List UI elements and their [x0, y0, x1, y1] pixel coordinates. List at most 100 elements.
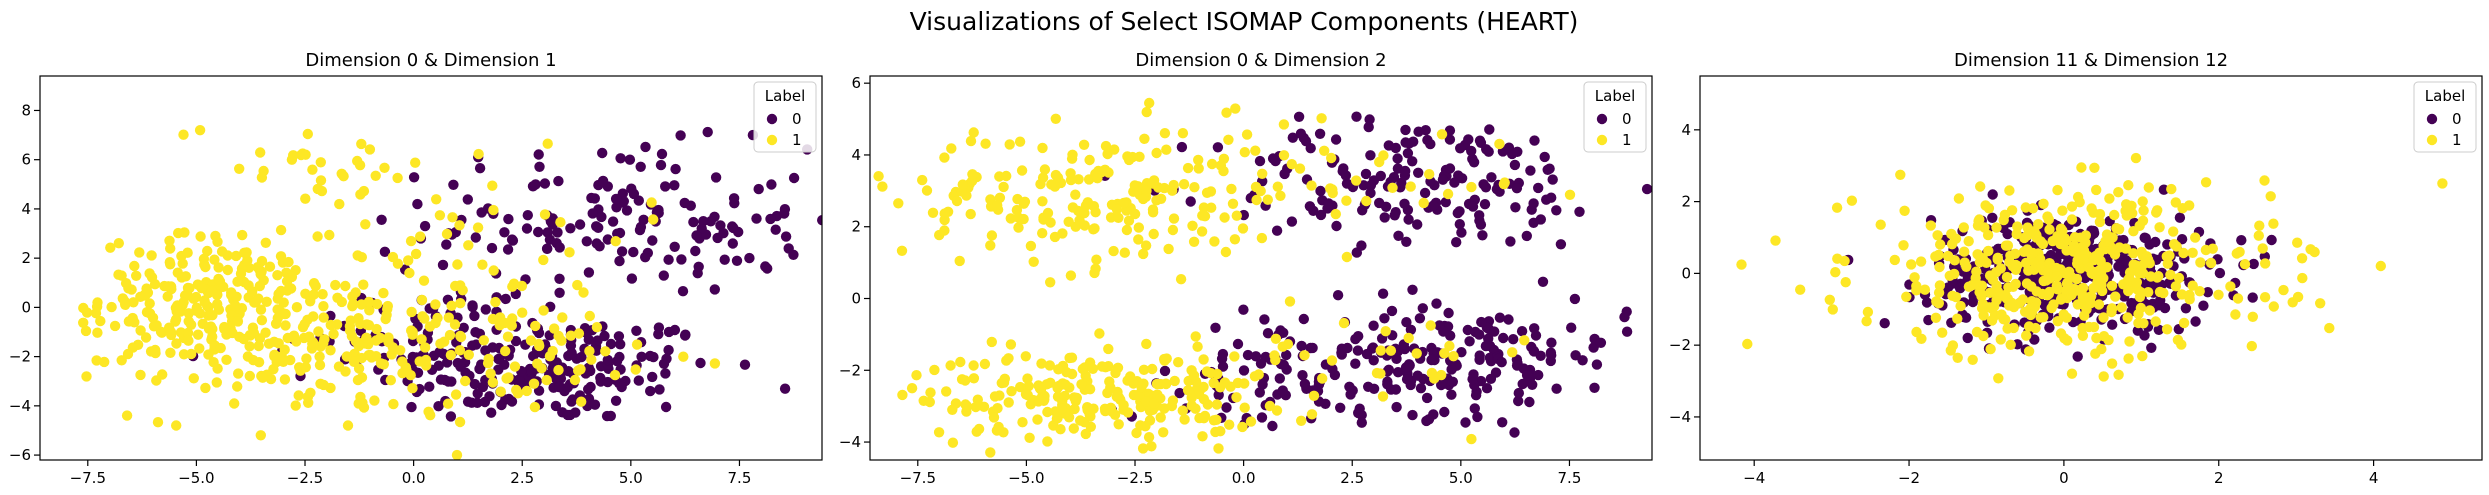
scatter-point-label-1 — [1161, 144, 1172, 155]
scatter-point-label-1 — [1091, 254, 1102, 265]
scatter-point-label-1 — [2001, 271, 2013, 283]
scatter-point-label-1 — [1147, 204, 1159, 215]
scatter-point-label-1 — [2014, 298, 2025, 309]
scatter-point-label-0 — [1377, 288, 1389, 299]
scatter-point-label-1 — [1113, 419, 1124, 430]
scatter-point-label-1 — [1308, 390, 1320, 401]
scatter-point-label-0 — [533, 226, 544, 238]
scatter-point-label-0 — [670, 163, 681, 175]
scatter-point-label-1 — [291, 336, 302, 347]
scatter-point-label-1 — [501, 373, 512, 384]
scatter-point-label-0 — [566, 347, 577, 359]
scatter-point-label-1 — [1151, 147, 1162, 159]
scatter-point-label-1 — [1192, 341, 1203, 352]
scatter-point-label-1 — [1996, 309, 2007, 320]
scatter-point-label-0 — [565, 223, 576, 234]
scatter-point-label-1 — [2375, 260, 2386, 272]
scatter-point-label-1 — [105, 242, 116, 253]
scatter-point-label-1 — [1020, 389, 1032, 400]
scatter-point-label-1 — [1229, 234, 1241, 245]
legend: Label 0 1 — [2413, 81, 2477, 153]
scatter-point-label-1 — [1264, 400, 1276, 412]
scatter-point-label-0 — [1544, 163, 1555, 174]
scatter-point-label-0 — [1527, 379, 1538, 390]
scatter-point-label-1 — [603, 59, 613, 69]
scatter-point-label-1 — [1411, 348, 1422, 359]
scatter-point-label-0 — [474, 163, 486, 174]
scatter-point-label-0 — [702, 126, 713, 138]
scatter-point-label-1 — [2044, 286, 2055, 298]
scatter-point-label-1 — [1933, 298, 1945, 309]
scatter-point-label-1 — [1187, 220, 1198, 231]
scatter-point-label-1 — [1418, 197, 1429, 209]
scatter-point-label-1 — [1237, 421, 1248, 433]
scatter-point-label-1 — [1971, 278, 1982, 289]
scatter-point-label-1 — [254, 280, 265, 292]
scatter-point-label-1 — [1066, 153, 1078, 164]
scatter-point-label-1 — [78, 317, 89, 328]
scatter-point-label-1 — [873, 171, 884, 182]
scatter-point-label-1 — [1159, 128, 1171, 139]
scatter-point-label-1 — [141, 283, 152, 294]
scatter-point-label-0 — [480, 304, 491, 315]
scatter-point-label-1 — [917, 174, 928, 186]
scatter-point-label-0 — [780, 231, 792, 242]
scatter-point-label-1 — [2071, 273, 2083, 285]
scatter-point-label-1 — [989, 391, 1001, 402]
scatter-point-label-1 — [947, 437, 959, 448]
scatter-point-label-1 — [2246, 340, 2257, 352]
scatter-point-label-1 — [404, 267, 415, 279]
scatter-point-label-0 — [1551, 383, 1562, 394]
scatter-point-label-1 — [1166, 400, 1178, 412]
scatter-point-label-0 — [581, 236, 592, 247]
scatter-point-label-0 — [1479, 199, 1491, 210]
scatter-point-label-1 — [2066, 214, 2078, 225]
scatter-point-label-1 — [1227, 198, 1239, 209]
scatter-point-label-1 — [985, 240, 996, 251]
scatter-point-label-1 — [207, 331, 218, 342]
scatter-point-label-0 — [1176, 141, 1188, 153]
scatter-point-label-1 — [275, 224, 287, 236]
scatter-point-label-0 — [1295, 128, 1307, 139]
scatter-point-label-1 — [1018, 213, 1029, 225]
scatter-point-label-1 — [1005, 213, 1016, 224]
scatter-point-label-1 — [1133, 234, 1144, 245]
scatter-point-label-1 — [410, 248, 422, 260]
scatter-point-label-1 — [200, 382, 211, 394]
scatter-point-label-1 — [2089, 254, 2100, 266]
scatter-point-label-1 — [1241, 129, 1253, 140]
scatter-point-label-1 — [1239, 378, 1250, 389]
scatter-point-label-1 — [1955, 300, 1966, 312]
scatter-point-label-1 — [1108, 245, 1119, 257]
scatter-point-label-1 — [1035, 382, 1046, 393]
scatter-point-label-1 — [290, 400, 301, 411]
scatter-point-label-1 — [432, 312, 443, 324]
scatter-points — [1736, 152, 2448, 384]
scatter-point-label-0 — [1297, 370, 1308, 381]
scatter-point-label-1 — [1065, 270, 1077, 281]
scatter-point-label-1 — [1270, 354, 1281, 366]
scatter-point-label-1 — [1385, 345, 1397, 356]
scatter-point-label-1 — [2007, 281, 2019, 292]
scatter-point-label-1 — [2184, 289, 2195, 301]
scatter-point-label-1 — [485, 368, 496, 379]
scatter-point-label-1 — [308, 311, 319, 322]
scatter-point-label-1 — [1846, 195, 1858, 206]
scatter-point-label-1 — [1155, 412, 1166, 423]
scatter-point-label-1 — [106, 301, 117, 313]
scatter-point-label-1 — [116, 270, 127, 281]
scatter-point-label-1 — [968, 127, 979, 138]
scatter-point-label-1 — [855, 189, 865, 199]
scatter-point-label-0 — [1496, 357, 1507, 368]
scatter-point-label-0 — [1879, 318, 1890, 329]
scatter-point-label-1 — [2047, 235, 2058, 247]
scatter-point-label-1 — [325, 319, 336, 331]
scatter-point-label-0 — [1391, 401, 1402, 413]
scatter-point-label-0 — [562, 409, 573, 421]
scatter-point-label-1 — [1862, 306, 1874, 318]
scatter-point-label-1 — [200, 261, 211, 273]
scatter-point-label-0 — [1407, 284, 1418, 295]
scatter-point-label-0 — [616, 246, 628, 257]
scatter-point-label-1 — [1188, 236, 1200, 247]
scatter-point-label-1 — [1930, 312, 1942, 323]
